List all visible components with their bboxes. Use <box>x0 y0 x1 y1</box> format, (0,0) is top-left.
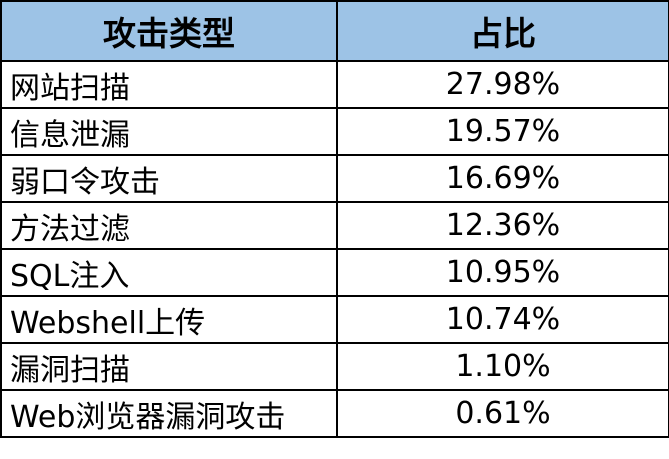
header-attack-type: 攻击类型 <box>0 0 338 62</box>
table-row: 信息泄漏 19.57% <box>0 107 669 156</box>
table-row: 方法过滤 12.36% <box>0 201 669 250</box>
percent-cell: 16.69% <box>336 154 669 203</box>
table-row: Web浏览器漏洞攻击 0.61% <box>0 389 669 438</box>
table-header-row: 攻击类型 占比 <box>0 0 669 62</box>
attack-type-cell: Web浏览器漏洞攻击 <box>0 389 338 438</box>
attack-type-table: 攻击类型 占比 网站扫描 27.98% 信息泄漏 19.57% 弱口令攻击 16… <box>0 0 669 438</box>
percent-cell: 1.10% <box>336 342 669 391</box>
table-row: Webshell上传 10.74% <box>0 295 669 344</box>
attack-type-cell: 信息泄漏 <box>0 107 338 156</box>
table-row: SQL注入 10.95% <box>0 248 669 297</box>
percent-cell: 10.95% <box>336 248 669 297</box>
percent-cell: 12.36% <box>336 201 669 250</box>
attack-type-cell: 漏洞扫描 <box>0 342 338 391</box>
percent-cell: 0.61% <box>336 389 669 438</box>
attack-type-cell: Webshell上传 <box>0 295 338 344</box>
attack-type-cell: 弱口令攻击 <box>0 154 338 203</box>
attack-type-cell: 方法过滤 <box>0 201 338 250</box>
attack-type-cell: SQL注入 <box>0 248 338 297</box>
attack-type-cell: 网站扫描 <box>0 60 338 109</box>
header-percent: 占比 <box>336 0 669 62</box>
percent-cell: 10.74% <box>336 295 669 344</box>
table-row: 漏洞扫描 1.10% <box>0 342 669 391</box>
table-row: 网站扫描 27.98% <box>0 60 669 109</box>
table-row: 弱口令攻击 16.69% <box>0 154 669 203</box>
percent-cell: 19.57% <box>336 107 669 156</box>
percent-cell: 27.98% <box>336 60 669 109</box>
